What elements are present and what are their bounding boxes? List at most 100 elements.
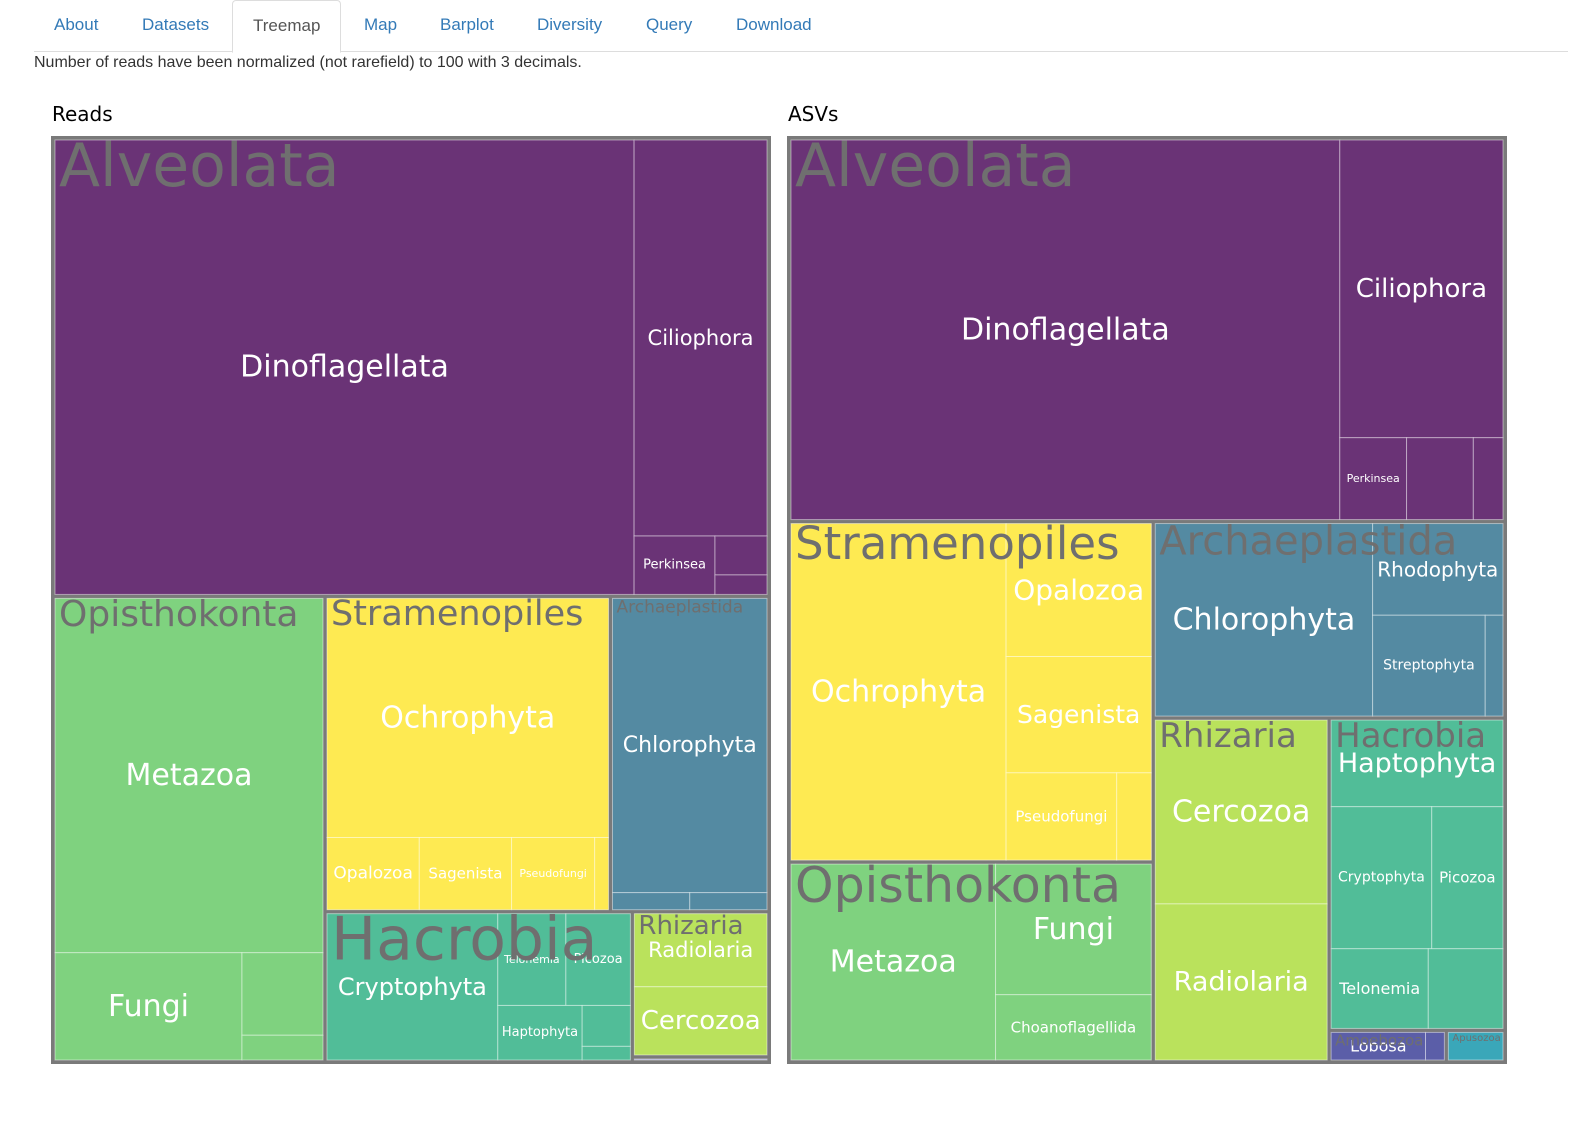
leaf-tile-ochrophyta[interactable] bbox=[326, 597, 610, 838]
leaf-tile-sagenista[interactable] bbox=[1005, 656, 1152, 774]
leaf-tile-unlabeled[interactable] bbox=[689, 892, 768, 911]
treemap-group-hacrobia: Cryptophyta Telonemia Picozoa Haptophyta Hac… bbox=[326, 905, 631, 1061]
group-label-alveolata: Alveolata bbox=[795, 136, 1076, 201]
tab-query[interactable]: Query bbox=[646, 15, 693, 34]
leaf-tile-cercozoa[interactable] bbox=[1154, 719, 1328, 905]
leaf-tile-unlabeled[interactable] bbox=[1484, 614, 1504, 717]
leaf-tile-streptophyta[interactable] bbox=[1372, 614, 1486, 717]
leaf-tile-opalozoa[interactable] bbox=[326, 836, 420, 911]
leaf-tile-haptophyta[interactable] bbox=[497, 1004, 583, 1061]
group-label-archaeplastida: Archaeplastida bbox=[617, 597, 744, 617]
tab-treemap[interactable]: Treemap bbox=[232, 0, 342, 53]
tab-about[interactable]: About bbox=[54, 15, 99, 34]
group-label-rhizaria: Rhizaria bbox=[1159, 716, 1297, 756]
leaf-label-ochrophyta: Ochrophyta bbox=[811, 674, 986, 709]
leaf-tile-unlabeled[interactable] bbox=[581, 1045, 631, 1061]
leaf-tile-perkinsea[interactable] bbox=[633, 535, 716, 595]
group-label-hacrobia: Hacrobia bbox=[331, 905, 597, 975]
tab-download[interactable]: Download bbox=[736, 15, 812, 34]
group-label-stramenopiles: Stramenopiles bbox=[795, 517, 1120, 570]
nav-tabs: About Datasets Treemap Map Barplot Diver… bbox=[34, 0, 1568, 53]
leaf-tile-unlabeled[interactable] bbox=[241, 952, 324, 1036]
leaf-label-pseudofungi: Pseudofungi bbox=[1015, 807, 1107, 825]
leaf-tile-unlabeled[interactable] bbox=[714, 535, 768, 576]
group-label-stramenopiles: Stramenopiles bbox=[331, 594, 583, 634]
leaf-tile-radiolaria[interactable] bbox=[1154, 903, 1328, 1061]
leaf-tile-unlabeled[interactable] bbox=[1427, 948, 1504, 1029]
leaf-tile-telonemia[interactable] bbox=[497, 913, 567, 1006]
leaf-label-sagenista: Sagenista bbox=[428, 865, 502, 883]
leaf-label-rhodophyta: Rhodophyta bbox=[1377, 557, 1498, 581]
leaf-tile-ciliophora[interactable] bbox=[633, 139, 768, 537]
tab-barplot[interactable]: Barplot bbox=[440, 15, 494, 34]
leaf-tile-unlabeled[interactable] bbox=[1116, 772, 1152, 861]
leaf-label-chlorophyta: Chlorophyta bbox=[623, 733, 757, 758]
leaf-tile-unlabeled[interactable] bbox=[612, 892, 691, 911]
group-label-alveolata: Alveolata bbox=[59, 136, 340, 201]
leaf-tile-opalozoa[interactable] bbox=[1005, 523, 1152, 658]
leaf-tile-ciliophora[interactable] bbox=[1339, 139, 1504, 439]
leaf-tile-unlabeled[interactable] bbox=[1406, 437, 1474, 521]
leaf-label-metazoa: Metazoa bbox=[830, 945, 957, 980]
leaf-tile-sagenista[interactable] bbox=[418, 836, 513, 911]
leaf-tile-perkinsea[interactable] bbox=[1339, 437, 1408, 521]
leaf-label-perkinsea: Perkinsea bbox=[1347, 472, 1400, 485]
leaf-tile-cryptophyta[interactable] bbox=[326, 913, 499, 1061]
leaf-label-cercozoa: Cercozoa bbox=[1172, 795, 1310, 830]
leaf-tile-cryptophyta[interactable] bbox=[1330, 806, 1433, 950]
treemap-group-stramenopiles: Ochrophyta Opalozoa Sagenista Pseudofungi St… bbox=[790, 517, 1152, 861]
leaf-tile-picozoa[interactable] bbox=[1431, 806, 1504, 950]
leaf-tile-chlorophyta[interactable] bbox=[612, 597, 768, 894]
leaf-tile-unlabeled[interactable] bbox=[1472, 437, 1504, 521]
leaf-tile-dinoflagellata[interactable] bbox=[54, 139, 635, 595]
leaf-tile-fungi[interactable] bbox=[54, 952, 243, 1061]
leaf-tile-cercozoa[interactable] bbox=[633, 986, 768, 1056]
leaf-tile-choanoflagellida[interactable] bbox=[995, 994, 1152, 1061]
leaf-tile-ochrophyta[interactable] bbox=[790, 523, 1007, 861]
leaf-tile-picozoa[interactable] bbox=[565, 913, 631, 1006]
leaf-label-ciliophora: Ciliophora bbox=[1356, 274, 1487, 304]
leaf-label-cryptophyta: Cryptophyta bbox=[1338, 870, 1425, 886]
leaf-tile-lobosa[interactable] bbox=[1330, 1031, 1427, 1061]
leaf-tile-unlabeled[interactable] bbox=[1447, 1031, 1504, 1061]
leaf-label-fungi: Fungi bbox=[1033, 912, 1114, 947]
leaf-label-metazoa: Metazoa bbox=[126, 758, 253, 793]
leaf-tile-metazoa[interactable] bbox=[790, 863, 997, 1061]
leaf-tile-metazoa[interactable] bbox=[54, 597, 324, 954]
leaf-tile-unlabeled[interactable] bbox=[1425, 1031, 1445, 1061]
treemap-group-rhizaria: Radiolaria Cercozoa Rhizaria bbox=[633, 911, 768, 1056]
leaf-label-lobosa: Lobosa bbox=[1350, 1037, 1407, 1056]
leaf-tile-unlabeled[interactable] bbox=[633, 1058, 768, 1061]
treemap-group-archaeplastida: Chlorophyta Archaeplastida bbox=[612, 597, 768, 911]
leaf-label-ciliophora: Ciliophora bbox=[648, 326, 754, 350]
leaf-label-streptophyta: Streptophyta bbox=[1383, 658, 1475, 674]
leaf-tile-rhodophyta[interactable] bbox=[1372, 523, 1504, 616]
tab-datasets[interactable]: Datasets bbox=[142, 15, 210, 34]
leaf-label-haptophyta: Haptophyta bbox=[1338, 748, 1496, 779]
leaf-label-sagenista: Sagenista bbox=[1017, 700, 1140, 729]
leaf-label-opalozoa: Opalozoa bbox=[1013, 574, 1144, 607]
leaf-label-picozoa: Picozoa bbox=[1439, 869, 1496, 887]
leaf-tile-fungi[interactable] bbox=[995, 863, 1152, 996]
leaf-tile-unlabeled[interactable] bbox=[581, 1004, 631, 1047]
tab-map[interactable]: Map bbox=[364, 15, 398, 34]
leaf-tile-unlabeled[interactable] bbox=[241, 1034, 324, 1061]
leaf-tile-dinoflagellata[interactable] bbox=[790, 139, 1341, 521]
leaf-label-dinoflagellata: Dinoflagellata bbox=[240, 350, 449, 385]
leaf-label-telonemia: Telonemia bbox=[1338, 979, 1420, 998]
leaf-label-cryptophyta: Cryptophyta bbox=[338, 973, 487, 1001]
treemap-group-apusozoa: Apusozoa bbox=[1447, 1031, 1504, 1061]
leaf-label-haptophyta: Haptophyta bbox=[502, 1025, 578, 1040]
leaf-tile-pseudofungi[interactable] bbox=[511, 836, 596, 911]
leaf-tile-unlabeled[interactable] bbox=[714, 574, 768, 595]
leaf-tile-unlabeled[interactable] bbox=[594, 836, 610, 911]
leaf-tile-radiolaria[interactable] bbox=[633, 913, 768, 988]
leaf-label-radiolaria: Radiolaria bbox=[1174, 966, 1309, 997]
leaf-label-chlorophyta: Chlorophyta bbox=[1173, 602, 1356, 637]
asvs-treemap: Dinoflagellata Ciliophora Perkinsea Alveola… bbox=[787, 136, 1507, 1064]
leaf-tile-pseudofungi[interactable] bbox=[1005, 772, 1118, 861]
leaf-label-radiolaria: Radiolaria bbox=[648, 938, 753, 962]
tab-diversity[interactable]: Diversity bbox=[537, 15, 603, 34]
leaf-tile-chlorophyta[interactable] bbox=[1154, 523, 1374, 717]
